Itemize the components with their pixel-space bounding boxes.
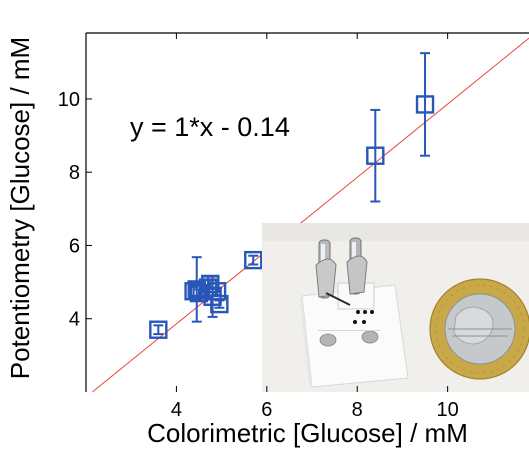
point-marker <box>366 146 385 165</box>
point-marker <box>207 282 227 301</box>
x-tick-label: 8 <box>352 399 363 421</box>
inset-photo <box>262 223 529 392</box>
x-tick-label: 4 <box>171 399 182 421</box>
sensor-device <box>300 237 409 388</box>
data-point <box>415 52 435 157</box>
x-axis-label: Colorimetric [Glucose] / mM <box>147 418 468 448</box>
data-point <box>366 108 385 203</box>
y-tick-label: 4 <box>69 309 80 331</box>
y-tick-label: 6 <box>69 235 80 257</box>
y-axis-label: Potentiometry [Glucose] / mM <box>5 36 35 380</box>
plot-area <box>92 37 529 393</box>
plot-frame: 4 6 8 10 4 6 8 10 <box>58 32 529 421</box>
fit-line <box>92 37 529 393</box>
x-tick-label: 6 <box>261 399 272 421</box>
point-marker <box>149 320 168 339</box>
y-tick-label: 10 <box>58 89 80 111</box>
data-point <box>210 294 229 314</box>
data-point <box>149 320 168 339</box>
euro-coin <box>429 278 529 380</box>
data-point <box>244 250 263 270</box>
point-marker <box>244 250 263 270</box>
y-tick-label: 8 <box>69 162 80 184</box>
point-marker <box>210 294 229 314</box>
point-marker <box>415 95 435 114</box>
fit-equation: y = 1*x - 0.14 <box>130 112 290 142</box>
x-tick-label: 10 <box>437 399 459 421</box>
